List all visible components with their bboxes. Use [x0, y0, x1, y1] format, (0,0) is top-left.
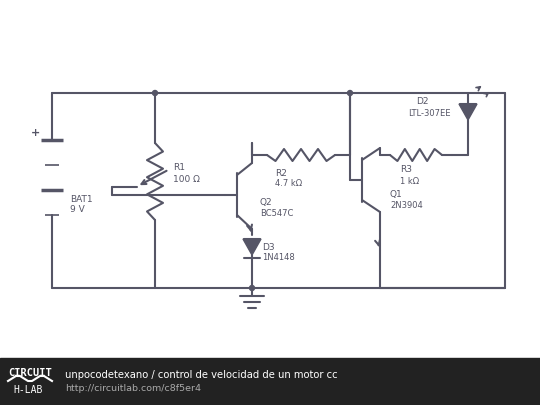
- Circle shape: [348, 90, 353, 96]
- Text: H-LAB: H-LAB: [14, 385, 43, 395]
- Text: LTL-307EE: LTL-307EE: [408, 109, 450, 119]
- Bar: [0, 358, 540, 405]
- Text: http://circuitlab.com/c8f5er4: http://circuitlab.com/c8f5er4: [65, 384, 201, 393]
- Text: 9 V: 9 V: [70, 205, 85, 215]
- Text: D3: D3: [262, 243, 275, 252]
- Text: 1N4148: 1N4148: [262, 254, 295, 262]
- Text: 4.7 kΩ: 4.7 kΩ: [275, 179, 302, 188]
- Text: R3: R3: [400, 166, 412, 175]
- Text: 100 Ω: 100 Ω: [173, 175, 200, 183]
- Text: +: +: [30, 128, 39, 138]
- Text: CIRCUIT: CIRCUIT: [8, 368, 52, 378]
- Text: R1: R1: [173, 164, 185, 173]
- Text: Q1: Q1: [390, 190, 403, 200]
- Polygon shape: [243, 239, 261, 255]
- Text: BAT1: BAT1: [70, 196, 93, 205]
- Text: Q2: Q2: [260, 198, 273, 207]
- Polygon shape: [459, 104, 477, 120]
- Text: 2N3904: 2N3904: [390, 202, 423, 211]
- Text: BC547C: BC547C: [260, 209, 293, 219]
- Circle shape: [249, 286, 254, 290]
- Text: 1 kΩ: 1 kΩ: [400, 177, 419, 185]
- Text: unpocodetexano / control de velocidad de un motor cc: unpocodetexano / control de velocidad de…: [65, 370, 338, 380]
- Text: R2: R2: [275, 168, 287, 177]
- Text: D2: D2: [416, 98, 429, 107]
- Circle shape: [152, 90, 158, 96]
